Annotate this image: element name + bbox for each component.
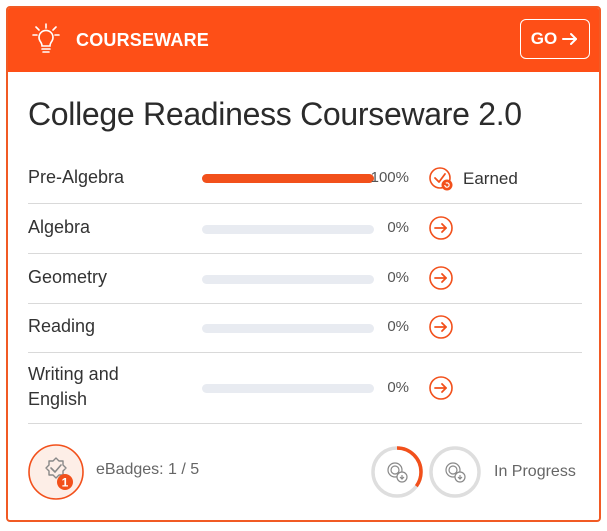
course-name-line1: Writing and xyxy=(28,364,119,384)
progress-bar xyxy=(202,384,374,393)
locked-badge-icon[interactable] xyxy=(428,445,482,499)
in-progress-label: In Progress xyxy=(494,463,576,480)
go-button-label: GO xyxy=(530,29,558,48)
progress-percent: 0% xyxy=(387,379,409,396)
courseware-card: COURSEWARE GO College Readiness Coursewa… xyxy=(6,6,601,522)
progress-fill xyxy=(202,174,374,183)
course-name: Geometry xyxy=(28,267,108,287)
in-progress-badge-icon[interactable] xyxy=(370,445,424,499)
ebadge-icon[interactable]: 1 xyxy=(28,444,84,500)
lightbulb-icon xyxy=(32,23,60,53)
progress-bar xyxy=(202,275,374,284)
arrow-right-icon xyxy=(562,33,578,45)
go-button[interactable]: GO xyxy=(520,19,590,59)
course-row-geometry[interactable]: Geometry 0% xyxy=(28,254,582,304)
section-label: COURSEWARE xyxy=(76,30,210,50)
card-header: COURSEWARE GO xyxy=(8,8,599,72)
in-progress-ring xyxy=(371,446,423,498)
progress-percent: 0% xyxy=(387,269,409,286)
ebadges-count-text: eBadges: 1 / 5 xyxy=(96,461,200,478)
earned-status: Earned xyxy=(463,169,518,188)
progress-bar xyxy=(202,174,374,183)
course-name: Algebra xyxy=(28,217,91,237)
course-name: Reading xyxy=(28,316,96,336)
arrow-right-circle-icon[interactable] xyxy=(428,265,454,291)
progress-percent: 0% xyxy=(387,318,409,335)
course-row-reading[interactable]: Reading 0% xyxy=(28,304,582,353)
course-name-line2: English xyxy=(28,389,88,409)
progress-percent: 100% xyxy=(370,169,409,186)
progress-bar xyxy=(202,324,374,333)
arrow-right-circle-icon[interactable] xyxy=(428,375,454,401)
course-row-writing-and-english[interactable]: Writing and English 0% xyxy=(28,353,582,424)
course-row-pre-algebra[interactable]: Pre-Algebra 100% Earned xyxy=(28,155,582,204)
progress-percent: 0% xyxy=(387,219,409,236)
course-title: College Readiness Courseware 2.0 xyxy=(28,96,522,132)
ebadge-count: 1 xyxy=(62,476,69,490)
arrow-right-circle-icon[interactable] xyxy=(428,215,454,241)
course-row-algebra[interactable]: Algebra 0% xyxy=(28,204,582,254)
progress-bar xyxy=(202,225,374,234)
course-name: Pre-Algebra xyxy=(28,167,125,187)
arrow-right-circle-icon[interactable] xyxy=(428,314,454,340)
card-footer: 1 eBadges: 1 / 5 In Progress xyxy=(8,438,599,520)
earned-badge-icon[interactable] xyxy=(428,166,454,192)
